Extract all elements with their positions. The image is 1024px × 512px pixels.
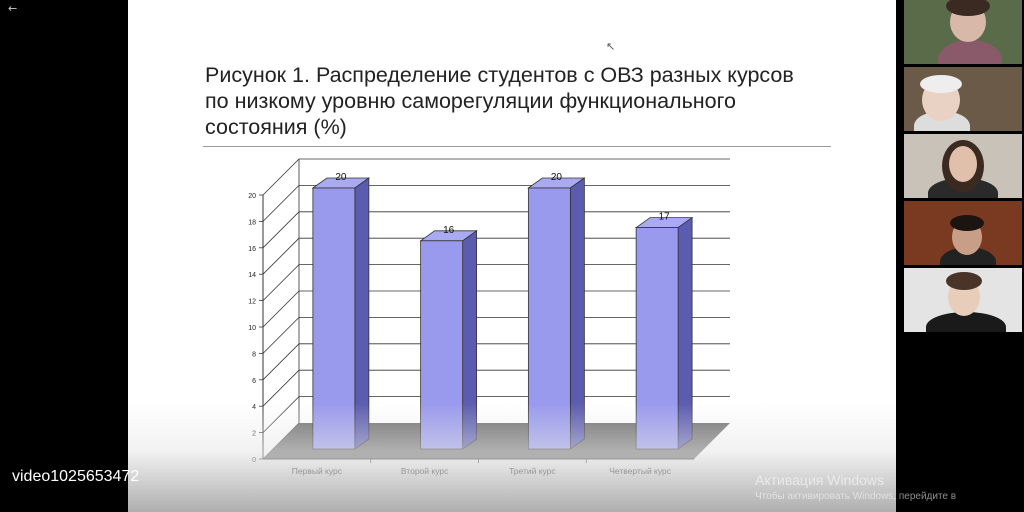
side-gridline-16 — [262, 211, 300, 249]
windows-activation-watermark: Активация Windows Чтобы активировать Win… — [755, 472, 956, 502]
x-tick-label-3: Третий курс — [509, 466, 556, 476]
side-gridline-8 — [262, 317, 300, 354]
video-id-label: video1025653472 — [12, 468, 140, 485]
bar-side-3 — [569, 177, 585, 450]
y-tick-label-0: 0 — [252, 457, 256, 464]
y-tick-label-12: 12 — [248, 299, 256, 306]
x-tick-label-1: Первый курс — [292, 466, 343, 476]
side-gridline-4 — [262, 369, 300, 407]
participant-tile-2[interactable] — [904, 67, 1022, 131]
data-label-3: 20 — [551, 172, 563, 183]
participant-5-hair — [946, 272, 982, 290]
side-gridline-12 — [262, 264, 300, 301]
participant-tile-4[interactable] — [904, 201, 1022, 265]
participant-3-head — [949, 146, 977, 182]
data-label-2: 16 — [443, 225, 455, 236]
slide-title: Рисунок 1. Распределение студентов с ОВЗ… — [205, 63, 794, 139]
data-label-1: 20 — [335, 172, 347, 183]
bar-side-2 — [462, 230, 478, 450]
side-gridline-20 — [262, 158, 300, 196]
y-tick-label-6: 6 — [252, 378, 256, 385]
side-gridline-2 — [262, 396, 300, 433]
participant-tile-1[interactable] — [904, 0, 1022, 64]
bar-1 — [312, 187, 356, 450]
bar-4 — [635, 227, 679, 450]
x-tick-label-4: Четвертый курс — [609, 466, 671, 476]
presentation-slide: Рисунок 1. Распределение студентов с ОВЗ… — [128, 0, 896, 512]
y-tick-label-20: 20 — [248, 193, 256, 200]
participant-4-body — [940, 247, 996, 265]
y-tick-label-16: 16 — [248, 246, 256, 253]
participant-1-body — [938, 40, 1002, 64]
y-tick-label-18: 18 — [248, 219, 256, 226]
mouse-cursor-icon: ↖ — [606, 40, 616, 53]
participant-tile-5[interactable] — [904, 268, 1022, 332]
y-tick-label-14: 14 — [248, 272, 256, 279]
x-tick-label-2: Второй курс — [401, 466, 449, 476]
watermark-subtitle: Чтобы активировать Windows, перейдите в — [755, 491, 957, 502]
bar-side-1 — [354, 177, 370, 450]
side-gridline-10 — [262, 290, 300, 328]
bar-3 — [527, 187, 571, 450]
y-tick-label-8: 8 — [252, 351, 256, 358]
participant-4-hair — [950, 215, 984, 231]
y-tick-label-10: 10 — [248, 325, 256, 332]
participants-panel — [896, 0, 1024, 512]
bar-2 — [420, 240, 464, 450]
bar-side-4 — [677, 216, 693, 450]
participant-1-hair — [946, 0, 990, 16]
bar-chart: 0 2 4 6 8 10 12 14 16 18 20 20 Первый курс 16 Второй к… — [248, 158, 730, 476]
watermark-title: Активация Windows — [755, 472, 885, 488]
side-gridline-6 — [262, 343, 300, 381]
back-arrow-icon[interactable]: ← — [8, 2, 18, 15]
y-tick-label-2: 2 — [252, 431, 256, 438]
side-gridline-14 — [262, 237, 300, 275]
title-divider — [203, 146, 831, 147]
participant-tile-3[interactable] — [904, 134, 1022, 198]
y-tick-label-4: 4 — [252, 404, 256, 411]
data-label-4: 17 — [659, 212, 671, 223]
participant-5-body — [926, 312, 1006, 332]
participant-2-hair — [920, 75, 962, 93]
side-gridline-18 — [262, 185, 300, 222]
